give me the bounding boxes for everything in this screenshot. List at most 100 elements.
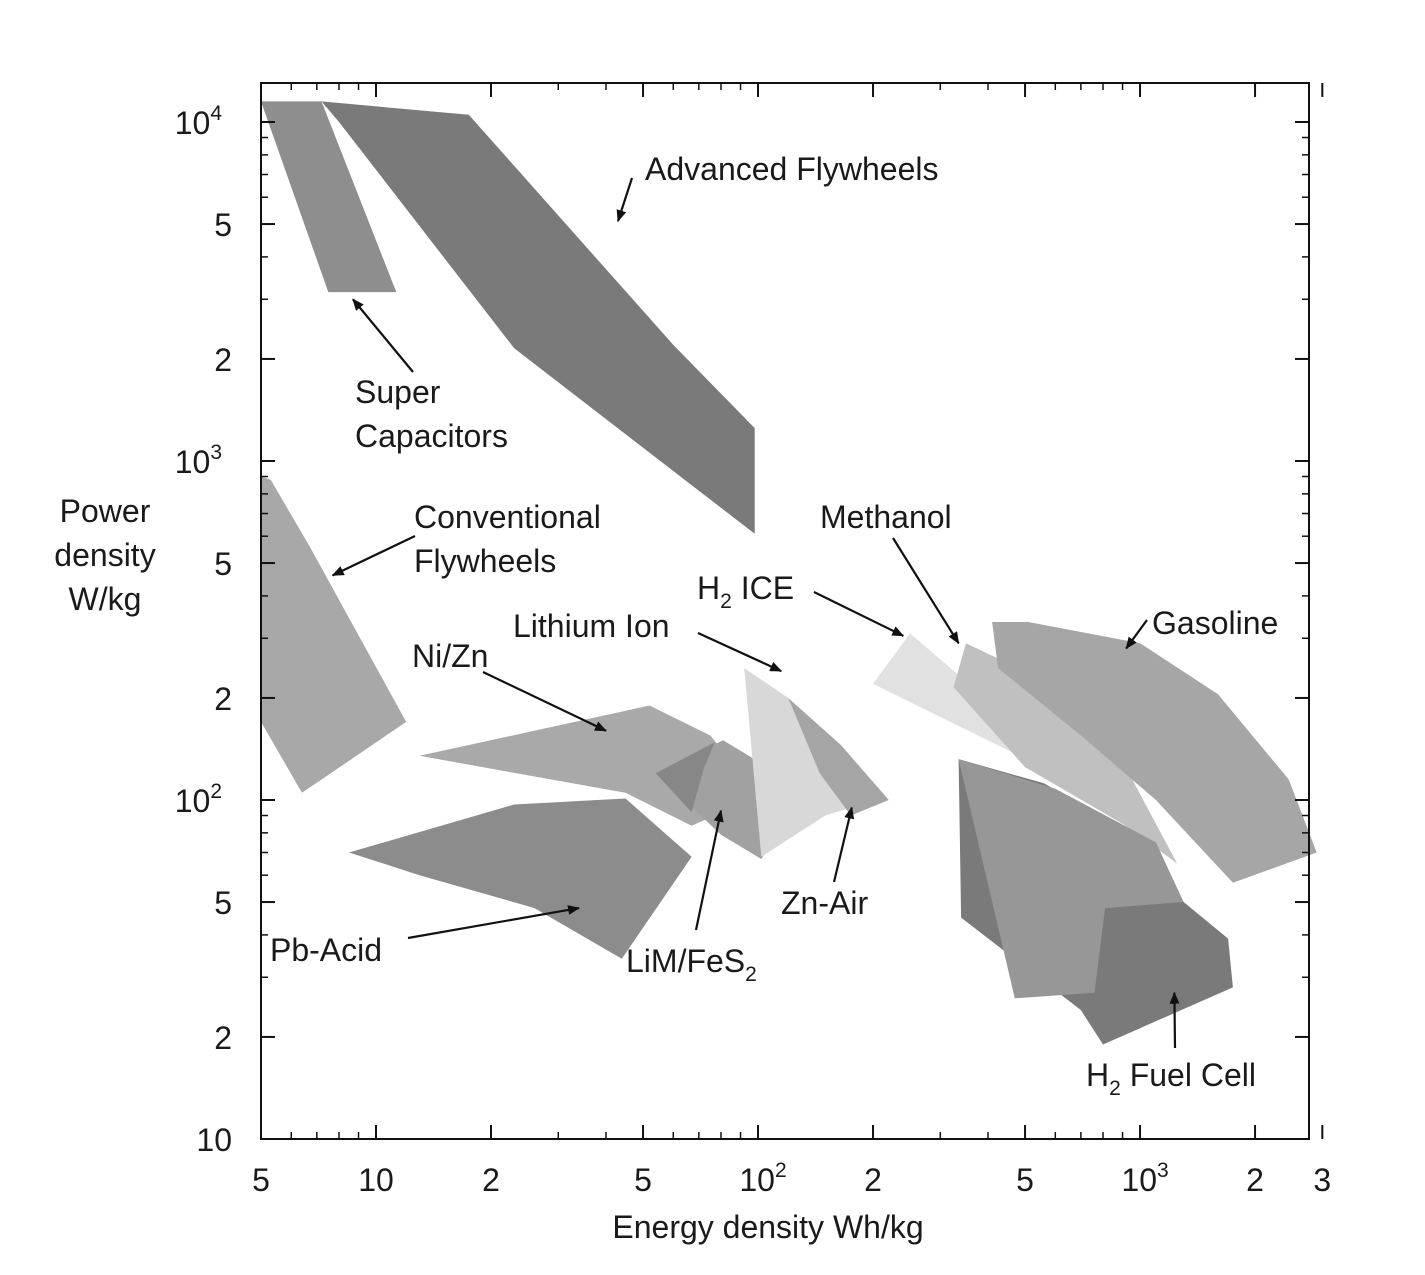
y-axis-title-line: Power <box>60 493 151 529</box>
annotations-layer: Advanced Flywheels Super Capacitors Convent… <box>270 151 1278 1100</box>
x-tick-label-base: 2 <box>1246 1162 1264 1198</box>
pb-acid-arrow <box>407 905 581 940</box>
lithium-ion-arrow <box>697 631 783 673</box>
regions-layer <box>261 101 1317 1045</box>
h2-fuel-cell-label: H2 Fuel Cell <box>1086 1057 1256 1100</box>
x-tick-label: 5 <box>252 1162 270 1198</box>
x-tick-label-base: 3 <box>1313 1162 1331 1198</box>
h2-ice-arrow <box>813 591 905 637</box>
y-tick-label-base: 5 <box>214 546 232 582</box>
x-tick-label-base: 2 <box>482 1162 500 1198</box>
ni-zn-label-part: Ni/Zn <box>412 638 488 674</box>
region-lithium-ion <box>744 668 851 857</box>
x-tick-label-base: 2 <box>864 1162 882 1198</box>
y-tick-label: 2 <box>214 342 232 378</box>
zn-air-arrow <box>832 806 855 883</box>
x-tick-label: 2 <box>864 1162 882 1198</box>
advanced-flywheels-arrow <box>616 177 634 223</box>
limfes2-label-part: LiM/FeS <box>626 943 745 979</box>
h2-ice-label-part: ICE <box>732 570 794 606</box>
y-axis-title-line: density <box>54 537 155 573</box>
region-lim-fes2-overlap <box>655 742 715 813</box>
x-tick-label-base: 10 <box>1121 1162 1157 1198</box>
conventional-flywheels-label: Conventional <box>414 499 601 535</box>
limfes2-label: LiM/FeS2 <box>626 943 757 986</box>
h2-fuel-cell-arrow <box>1169 991 1180 1049</box>
ni-zn-arrow <box>482 671 607 732</box>
x-tick-label-exponent: 3 <box>1157 1159 1169 1182</box>
y-tick-label-base: 5 <box>214 885 232 921</box>
x-tick-label-base: 5 <box>252 1162 270 1198</box>
x-tick-label-base: 5 <box>634 1162 652 1198</box>
super-capacitors-label-part: Super <box>355 374 441 410</box>
conventional-flywheels-label-part: Conventional <box>414 499 601 535</box>
region-super-capacitors <box>261 101 397 293</box>
conventional-flywheels-label-part: Flywheels <box>414 543 556 579</box>
methanol-arrow <box>892 537 960 645</box>
zn-air-label-part: Zn-Air <box>781 885 868 921</box>
gasoline-label-part: Gasoline <box>1152 605 1278 641</box>
limfes2-label-part: 2 <box>745 963 757 986</box>
methanol-label-part: Methanol <box>820 499 952 535</box>
pb-acid-label: Pb-Acid <box>270 932 382 968</box>
y-tick-label-base: 2 <box>214 681 232 717</box>
gasoline-label: Gasoline <box>1152 605 1278 641</box>
y-tick-label: 2 <box>214 681 232 717</box>
region-conventional-flywheels <box>261 476 407 793</box>
x-tick-label: 102 <box>739 1159 786 1198</box>
pb-acid-label-part: Pb-Acid <box>270 932 382 968</box>
y-tick-label-base: 10 <box>175 783 211 819</box>
region-pb-acid <box>349 798 692 959</box>
x-tick-label: 2 <box>482 1162 500 1198</box>
region-h2-fuel-cell-light <box>958 759 1184 999</box>
x-tick-label-base: 10 <box>358 1162 394 1198</box>
region-advanced-flywheels <box>321 101 755 534</box>
y-tick-label-base: 10 <box>175 444 211 480</box>
super-capacitors-label-part: Capacitors <box>355 418 508 454</box>
y-tick-label: 102 <box>175 780 222 819</box>
y-tick-label-exponent: 4 <box>210 102 222 125</box>
lithium-ion-label: Lithium Ion <box>513 608 670 644</box>
region-zn-air <box>788 698 889 816</box>
y-axis-title-line: W/kg <box>69 581 142 617</box>
zn-air-label: Zn-Air <box>781 885 868 921</box>
h2-ice-label: H2 ICE <box>697 570 794 613</box>
limfes2-arrow <box>694 809 724 931</box>
conventional-flywheels-arrow <box>331 535 416 577</box>
y-tick-label-exponent: 3 <box>210 441 222 464</box>
x-tick-label-base: 5 <box>1016 1162 1034 1198</box>
super-capacitors-arrow <box>352 298 414 373</box>
y-tick-label: 104 <box>175 102 223 141</box>
x-tick-label: 2 <box>1246 1162 1264 1198</box>
x-tick-label-base: 10 <box>739 1162 775 1198</box>
y-tick-label: 2 <box>214 1020 232 1056</box>
h2-fuel-cell-label-part: H <box>1086 1057 1109 1093</box>
x-tick-label: 5 <box>634 1162 652 1198</box>
methanol-label: Methanol <box>820 499 952 535</box>
y-tick-label-base: 2 <box>214 342 232 378</box>
y-tick-label-base: 10 <box>196 1122 232 1158</box>
h2-ice-label-part: H <box>697 570 720 606</box>
x-tick-label: 103 <box>1121 1159 1168 1198</box>
y-tick-label: 5 <box>214 546 232 582</box>
y-tick-label: 5 <box>214 207 232 243</box>
h2-fuel-cell-label-part: Fuel Cell <box>1121 1057 1256 1093</box>
y-tick-label-base: 2 <box>214 1020 232 1056</box>
x-tick-label: 3 <box>1313 1162 1331 1198</box>
ni-zn-label: Ni/Zn <box>412 638 488 674</box>
lithium-ion-label-part: Lithium Ion <box>513 608 670 644</box>
y-tick-label-exponent: 2 <box>210 780 222 803</box>
advanced-flywheels-label: Advanced Flywheels <box>645 151 938 187</box>
y-tick-label: 103 <box>175 441 222 480</box>
region-gasoline <box>992 622 1317 883</box>
region-methanol <box>953 643 1178 864</box>
h2-fuel-cell-label-part: 2 <box>1109 1077 1121 1100</box>
y-tick-label: 10 <box>196 1122 232 1158</box>
y-tick-label-base: 5 <box>214 207 232 243</box>
x-tick-label: 10 <box>358 1162 394 1198</box>
conventional-flywheels-label: Flywheels <box>414 543 556 579</box>
y-tick-label-base: 10 <box>175 105 211 141</box>
